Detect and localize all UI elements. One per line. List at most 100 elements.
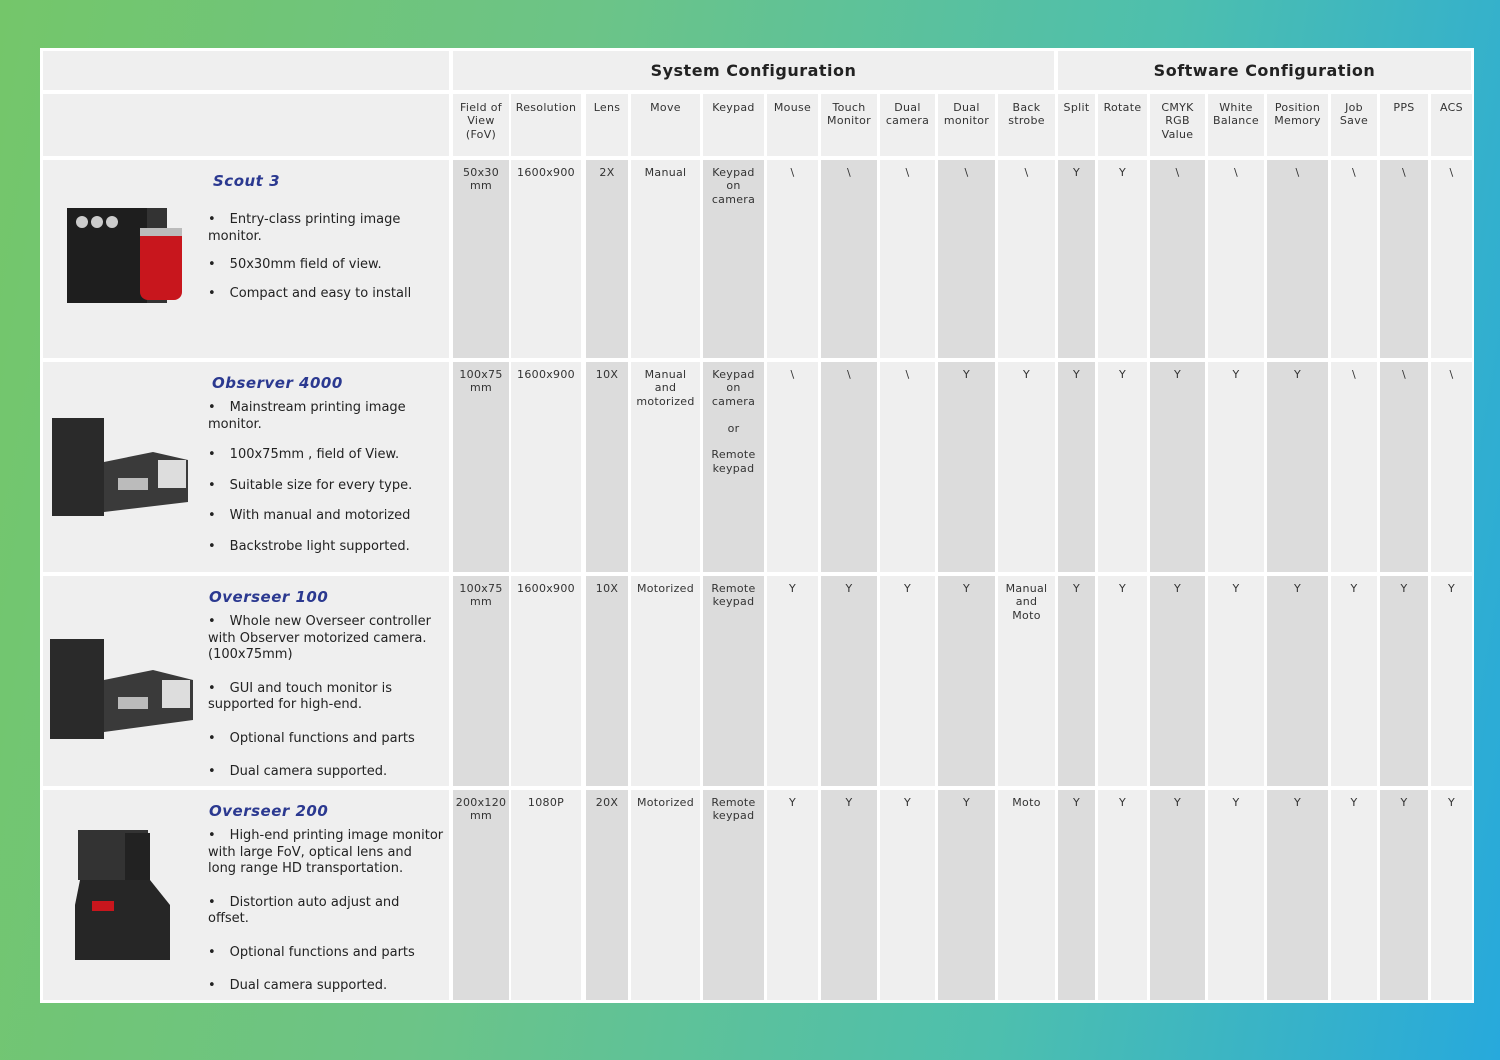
software-header: Software Configuration [1058,51,1471,90]
table-cell: 2X [586,160,628,358]
table-cell: Y [880,576,935,786]
feature: Entry-class printing image monitor. [208,212,444,245]
table-cell: Y [1150,576,1205,786]
table-cell: \ [1331,362,1377,572]
table-cell: 1600x900 [511,362,581,572]
column-header: Job Save [1331,94,1377,156]
table-cell: Y [1150,362,1205,572]
observer-image [52,418,188,516]
table-cell: 10X [586,576,628,786]
table-cell: \ [1208,160,1264,358]
table-cell: Y [1098,576,1147,786]
table-cell: \ [1267,160,1328,358]
feature: Mainstream printing image monitor. [208,400,444,433]
product-name: Overseer 100 [209,588,329,606]
product-name: Observer 4000 [212,374,343,392]
table-cell: \ [938,160,995,358]
system-header: System Configuration [453,51,1054,90]
column-header: Back strobe [998,94,1055,156]
table-cell: 100x75 mm [453,362,509,572]
table-cell: Y [1150,790,1205,1000]
product-name: Overseer 200 [209,802,329,820]
table-cell: Keypad on camera [703,160,764,358]
column-header: Rotate [1098,94,1147,156]
table-cell: \ [1431,160,1472,358]
table-cell: 1600x900 [511,160,581,358]
column-header: Dual monitor [938,94,995,156]
table-cell: Y [767,576,818,786]
table-cell: Y [1380,576,1428,786]
table-cell: Manual and Moto [998,576,1055,786]
table-cell: Y [1431,576,1472,786]
table-cell: Y [1267,362,1328,572]
table-cell: Remote keypad [703,576,764,786]
feature: Optional functions and parts [208,731,444,748]
table-cell: Y [1058,362,1095,572]
table-cell: 20X [586,790,628,1000]
column-header: Mouse [767,94,818,156]
column-header: Position Memory [1267,94,1328,156]
table-cell: Y [1380,790,1428,1000]
column-header: Resolution [511,94,581,156]
header-cell [43,51,449,90]
feature-list: High-end printing image monitor with lar… [208,828,444,1012]
feature-list: Mainstream printing image monitor. 100x75… [208,400,444,569]
table-cell: \ [821,160,877,358]
feature: Suitable size for every type. [208,478,444,495]
table-cell: 50x30 mm [453,160,509,358]
table-cell: Y [938,576,995,786]
column-header: Field of View (FoV) [453,94,509,156]
header-cell [43,94,449,156]
table-cell: \ [880,362,935,572]
table-cell: \ [767,160,818,358]
column-header: Dual camera [880,94,935,156]
table-cell: Manual and motorized [631,362,700,572]
column-header: CMYK RGB Value [1150,94,1205,156]
table-cell: \ [1150,160,1205,358]
table-cell: 1600x900 [511,576,581,786]
feature: 50x30mm field of view. [208,257,444,274]
table-cell: Moto [998,790,1055,1000]
feature: High-end printing image monitor with lar… [208,828,444,878]
table-cell: \ [1380,362,1428,572]
table-cell: Y [1267,576,1328,786]
table-cell: Remote keypad [703,790,764,1000]
table-cell: Y [1208,362,1264,572]
feature: Compact and easy to install [208,286,444,303]
feature-list: Entry-class printing image monitor. 50x30… [208,212,444,314]
table-cell: Manual [631,160,700,358]
table-cell: Y [821,790,877,1000]
table-cell: Y [1098,362,1147,572]
feature: Dual camera supported. [208,764,444,781]
feature: Dual camera supported. [208,978,444,995]
table-cell: Y [998,362,1055,572]
table-cell: 1080P [511,790,581,1000]
product-name: Scout 3 [213,172,281,190]
table-cell: Y [1208,576,1264,786]
table-cell: \ [1380,160,1428,358]
column-header: Lens [586,94,628,156]
feature: 100x75mm , field of View. [208,447,444,464]
feature: Backstrobe light supported. [208,539,444,556]
table-cell: 10X [586,362,628,572]
column-header: Move [631,94,700,156]
table-cell: Y [821,576,877,786]
table-cell: Y [1431,790,1472,1000]
table-cell: Y [1267,790,1328,1000]
table-cell: Keypad on camera or Remote keypad [703,362,764,572]
table-cell: Y [938,362,995,572]
table-cell: 100x75 mm [453,576,509,786]
table-cell: 200x120 mm [453,790,509,1000]
overseer-100-image [50,639,193,739]
column-header: White Balance [1208,94,1264,156]
table-cell: Y [1098,160,1147,358]
scout-image [67,208,182,303]
table-cell: Y [1331,790,1377,1000]
overseer-200-image [75,830,170,960]
table-cell: Y [1208,790,1264,1000]
feature: GUI and touch monitor is supported for h… [208,681,444,714]
table-cell: Motorized [631,576,700,786]
feature-list: Whole new Overseer controller with Obser… [208,614,444,798]
table-cell: Y [1058,790,1095,1000]
